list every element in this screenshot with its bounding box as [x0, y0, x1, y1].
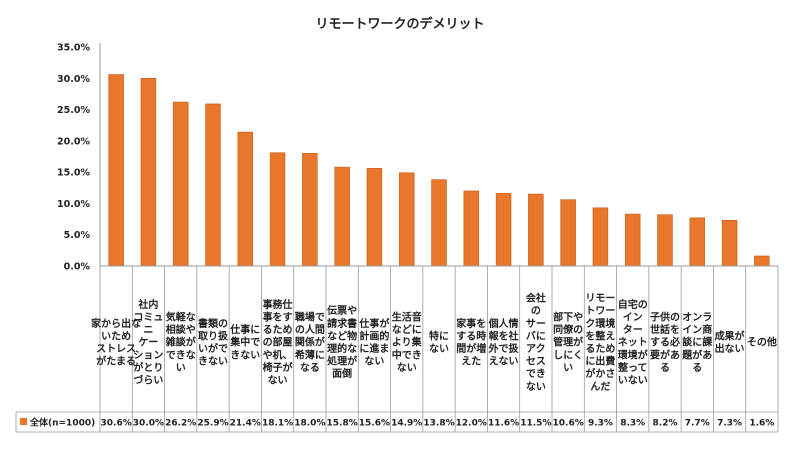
category-label: 社内コミュニケーションがとりづらい: [133, 298, 163, 387]
bar: [721, 220, 738, 267]
bar: [269, 152, 286, 267]
category-label: 部下や同僚の管理がしにくい: [553, 311, 584, 374]
y-tick-label: 20.0%: [57, 136, 90, 147]
chart-title: リモートワークのデメリット: [315, 16, 484, 32]
y-tick-label: 30.0%: [57, 74, 90, 85]
data-label: 9.3%: [588, 419, 613, 429]
bar: [495, 193, 512, 267]
data-label: 7.7%: [685, 419, 710, 429]
category-label: 伝票や請求書など物理的な処理が面倒: [326, 304, 358, 380]
data-label: 11.6%: [488, 419, 519, 429]
bar: [463, 190, 480, 267]
category-label: 家事をする時間が増えた: [456, 317, 486, 368]
bar: [560, 199, 576, 267]
data-label: 8.2%: [653, 419, 678, 429]
category-label: 職場での人間関係が希薄になる: [294, 311, 326, 374]
data-label: 7.3%: [717, 419, 742, 429]
category-label: 個人情報を社外で扱えない: [488, 317, 520, 368]
data-label: 30.0%: [133, 419, 164, 429]
category-label: 事務仕事をするための部屋や机、椅子がない: [263, 298, 294, 387]
bar: [172, 101, 189, 267]
bar: [237, 131, 254, 267]
data-label: 15.6%: [359, 419, 390, 429]
y-tick-label: 5.0%: [64, 230, 91, 241]
y-tick-label: 25.0%: [57, 105, 90, 116]
data-label: 10.6%: [553, 419, 584, 429]
category-label: 特にない: [429, 329, 449, 355]
bar: [528, 193, 544, 267]
y-tick-label: 15.0%: [57, 168, 90, 179]
bar: [592, 207, 609, 267]
category-label: 成果が出ない: [715, 329, 746, 355]
data-label: 11.5%: [520, 419, 551, 429]
data-label: 26.2%: [165, 419, 196, 429]
bar: [140, 77, 157, 267]
category-label: 子供の世話をする必要がある: [650, 311, 680, 374]
bar: [108, 74, 124, 267]
category-label: 仕事に集中できない: [229, 323, 260, 361]
data-label: 13.8%: [423, 419, 454, 429]
data-label: 18.0%: [294, 419, 325, 429]
bar: [431, 179, 447, 267]
category-label: オンライン商談に課題がある: [682, 312, 712, 374]
category-label: 自宅のインターネット環境が整っていない: [617, 298, 649, 387]
data-label: 21.4%: [230, 419, 261, 429]
bar: [624, 213, 641, 267]
data-label: 1.6%: [749, 419, 774, 429]
bar: [398, 172, 415, 267]
category-label: 家から出ないためストレスがたまる: [91, 317, 141, 368]
data-label: 30.6%: [101, 419, 132, 429]
data-label: 14.9%: [391, 419, 422, 429]
category-label: 書類の取り扱いができない: [198, 317, 229, 368]
bar: [689, 217, 706, 267]
y-tick-label: 35.0%: [57, 43, 90, 54]
data-label: 12.0%: [456, 419, 487, 429]
bar: [205, 103, 221, 267]
category-label: 仕事が計画的に進まない: [358, 317, 390, 368]
bar: [657, 214, 673, 267]
category-label: 気軽な相談や雑談ができない: [165, 311, 197, 374]
category-label: 生活音などにより集中できない: [392, 311, 423, 374]
bar: [302, 153, 318, 267]
data-label: 8.3%: [620, 419, 645, 429]
category-label: リモートワーク環境を整えるために出費がかさんだ: [585, 293, 615, 393]
data-label: 15.8%: [327, 419, 358, 429]
category-label: その他: [747, 336, 777, 349]
data-label: 18.1%: [262, 419, 293, 429]
bar: [754, 255, 770, 267]
data-label: 25.9%: [197, 419, 228, 429]
legend-swatch: [20, 418, 27, 425]
bar: [366, 168, 383, 267]
legend-label: 全体(n=1000): [29, 417, 95, 429]
category-label: 会社のサーバにアクセスできない: [526, 292, 546, 393]
bar: [334, 166, 350, 267]
y-tick-label: 0.0%: [64, 262, 91, 273]
y-tick-label: 10.0%: [57, 199, 90, 210]
